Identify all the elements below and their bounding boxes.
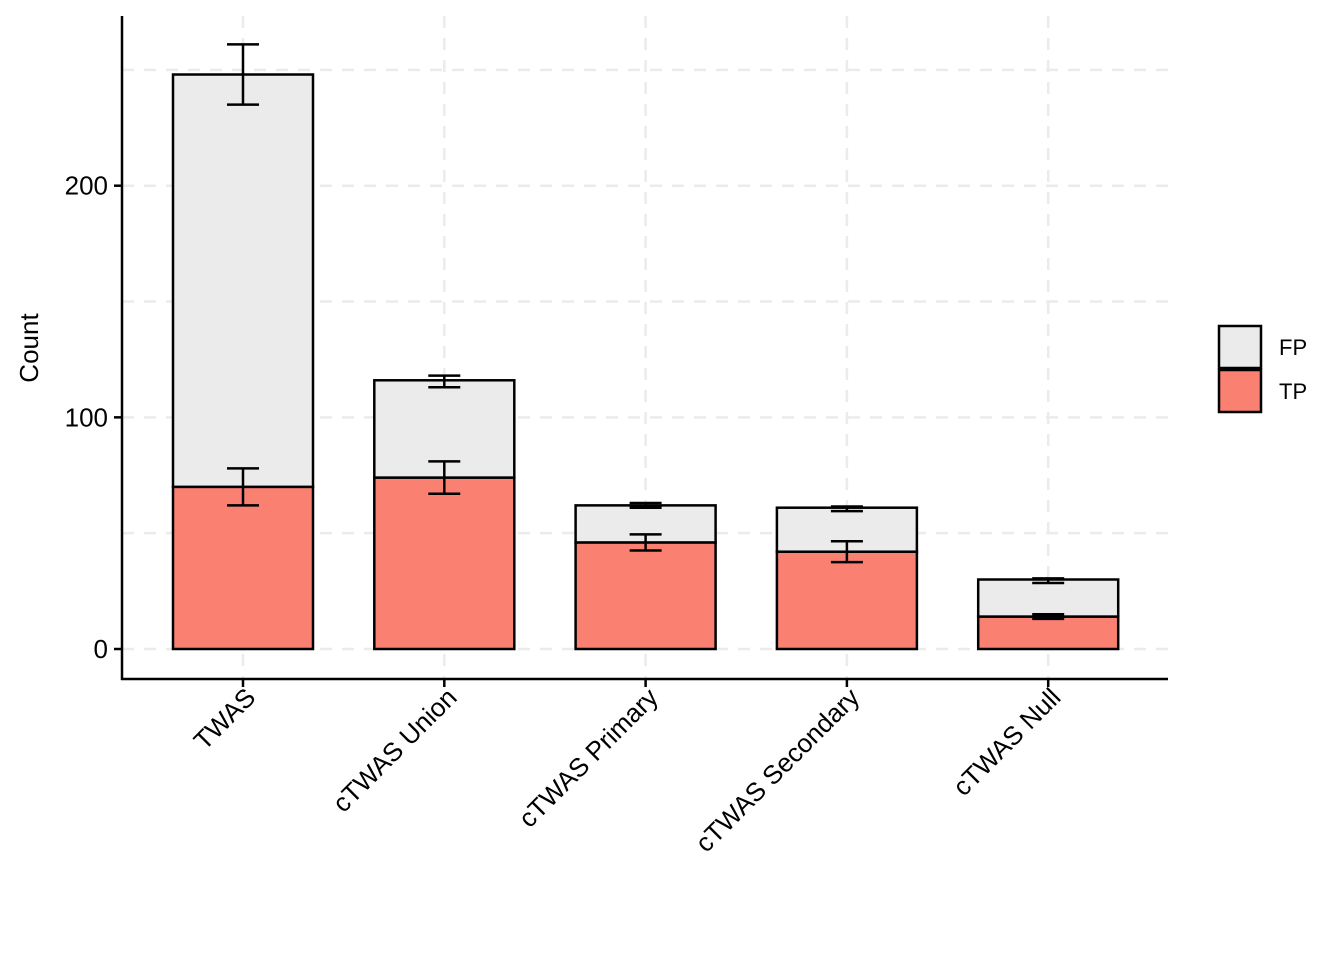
errorbar-fp	[629, 501, 662, 509]
errorbar-fp	[830, 505, 863, 513]
errorbar-tp	[830, 540, 863, 564]
errorbar-tp	[227, 467, 259, 507]
bar-tp	[373, 476, 516, 651]
y-tick-label: 200	[65, 171, 108, 201]
bar-tp	[574, 541, 717, 651]
legend-label: TP	[1279, 379, 1307, 404]
y-tick-label: 100	[65, 402, 108, 432]
y-axis-title: Count	[14, 313, 44, 383]
legend-label: FP	[1279, 335, 1307, 360]
errorbar-tp	[428, 460, 461, 496]
x-tick-label: cTWAS Union	[327, 682, 463, 818]
errorbar-layer	[227, 43, 1065, 621]
legend: FP TP	[1217, 324, 1307, 414]
legend-swatch	[1217, 368, 1263, 414]
bar-fp	[171, 73, 315, 489]
legend-swatch	[1217, 324, 1263, 370]
errorbar-fp	[227, 43, 259, 106]
x-tick-label: cTWAS Null	[947, 682, 1067, 802]
errorbar-fp	[428, 374, 461, 389]
x-tick-label: cTWAS Primary	[513, 682, 664, 833]
bar-fp	[976, 578, 1120, 618]
legend-item-tp: TP	[1217, 368, 1307, 414]
bar-tp	[976, 615, 1120, 651]
bar-tp	[171, 485, 315, 651]
legend-item-fp: FP	[1217, 324, 1307, 370]
x-tick-label: TWAS	[188, 682, 262, 756]
bars-layer	[171, 73, 1120, 651]
errorbar-tp	[1032, 613, 1065, 621]
errorbar-fp	[1032, 577, 1065, 585]
y-tick-label: 0	[94, 634, 108, 664]
errorbar-tp	[629, 533, 662, 552]
x-tick-label: cTWAS Secondary	[689, 682, 865, 858]
bar-tp	[775, 550, 919, 651]
